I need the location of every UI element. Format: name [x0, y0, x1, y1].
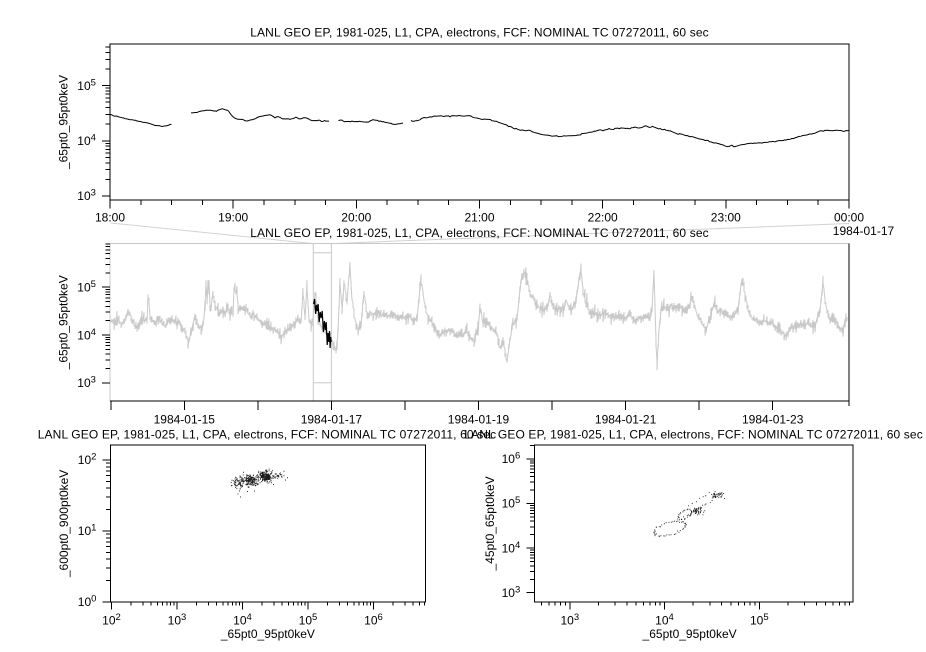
svg-text:00:00: 00:00	[834, 211, 864, 225]
svg-text:_65pt0_95pt0keV: _65pt0_95pt0keV	[57, 275, 71, 370]
svg-text:18:00: 18:00	[95, 211, 125, 225]
svg-text:LANL GEO EP, 1981-025, L1, CPA: LANL GEO EP, 1981-025, L1, CPA, electron…	[250, 226, 709, 240]
svg-text:19:00: 19:00	[218, 211, 248, 225]
svg-text:1984-01-17: 1984-01-17	[301, 413, 363, 427]
svg-text:_65pt0_95pt0keV: _65pt0_95pt0keV	[57, 75, 71, 170]
svg-text:22:00: 22:00	[588, 211, 618, 225]
svg-text:_600pt0_900pt0keV: _600pt0_900pt0keV	[57, 470, 71, 578]
svg-text:LANL GEO EP, 1981-025, L1, CPA: LANL GEO EP, 1981-025, L1, CPA, electron…	[38, 428, 497, 442]
svg-text:21:00: 21:00	[464, 211, 494, 225]
svg-text:1984-01-17: 1984-01-17	[833, 224, 895, 238]
svg-text:1984-01-15: 1984-01-15	[154, 413, 216, 427]
svg-text:1984-01-23: 1984-01-23	[742, 413, 804, 427]
svg-text:LANL GEO EP, 1981-025, L1, CPA: LANL GEO EP, 1981-025, L1, CPA, electron…	[464, 428, 923, 442]
svg-text:_65pt0_95pt0keV: _65pt0_95pt0keV	[220, 627, 315, 641]
svg-text:20:00: 20:00	[341, 211, 371, 225]
svg-text:LANL GEO EP, 1981-025, L1, CPA: LANL GEO EP, 1981-025, L1, CPA, electron…	[250, 26, 709, 40]
svg-text:_65pt0_95pt0keV: _65pt0_95pt0keV	[642, 627, 737, 641]
svg-text:23:00: 23:00	[711, 211, 741, 225]
svg-text:_45pt0_65pt0keV: _45pt0_65pt0keV	[483, 476, 497, 571]
svg-text:1984-01-19: 1984-01-19	[448, 413, 510, 427]
svg-text:1984-01-21: 1984-01-21	[595, 413, 657, 427]
